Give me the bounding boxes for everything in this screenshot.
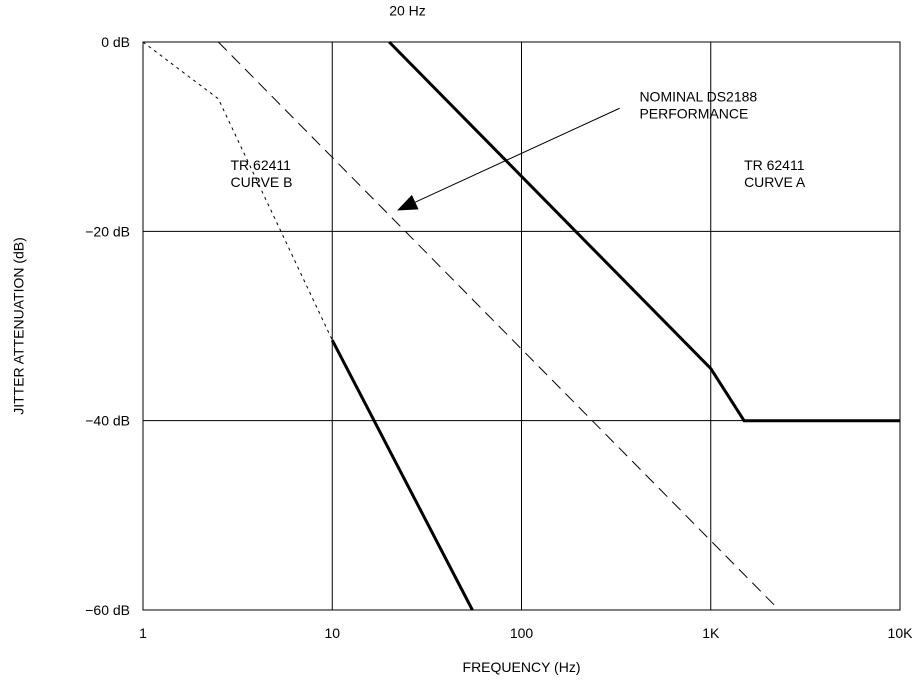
tick-labels: 1 10 100 1K 10K 0 dB −20 dB −40 dB −60 dB (85, 34, 913, 641)
x-tick-label: 10K (888, 625, 914, 641)
x-tick-label: 10 (324, 625, 340, 641)
y-tick-label: −20 dB (85, 223, 130, 239)
arrow-head (397, 195, 419, 211)
y-tick-label: 0 dB (101, 34, 130, 50)
annotation-line: TR 62411 (744, 157, 805, 173)
annotation-line: CURVE B (231, 174, 293, 190)
annotation-line: NOMINAL DS2188 (639, 89, 757, 105)
y-axis-label: JITTER ATTENUATION (dB) (11, 237, 27, 415)
annotation-arrow (397, 108, 620, 210)
annotation-line: CURVE A (744, 174, 806, 190)
x-tick-label: 1K (702, 625, 720, 641)
arrow-shaft (415, 108, 619, 202)
x-tick-label: 1 (139, 625, 147, 641)
annotation-20hz: 20 Hz (389, 2, 426, 18)
y-tick-label: −40 dB (85, 413, 130, 429)
series-curve-b-extension (143, 42, 332, 340)
annotation-curve-a-label: TR 62411 CURVE A (744, 157, 806, 190)
annotation-curve-b-label: TR 62411 CURVE B (231, 157, 293, 190)
annotation-nominal: NOMINAL DS2188 PERFORMANCE (639, 89, 757, 122)
grid (143, 42, 900, 610)
series-curve-b (332, 340, 472, 610)
annotation-line: PERFORMANCE (639, 106, 748, 122)
y-tick-label: −60 dB (85, 602, 130, 618)
x-tick-label: 100 (510, 625, 534, 641)
annotation-line: 20 Hz (389, 2, 426, 18)
series-nominal-ds2188 (218, 42, 779, 610)
annotation-line: TR 62411 (231, 157, 292, 173)
x-axis-label: FREQUENCY (Hz) (463, 659, 581, 675)
